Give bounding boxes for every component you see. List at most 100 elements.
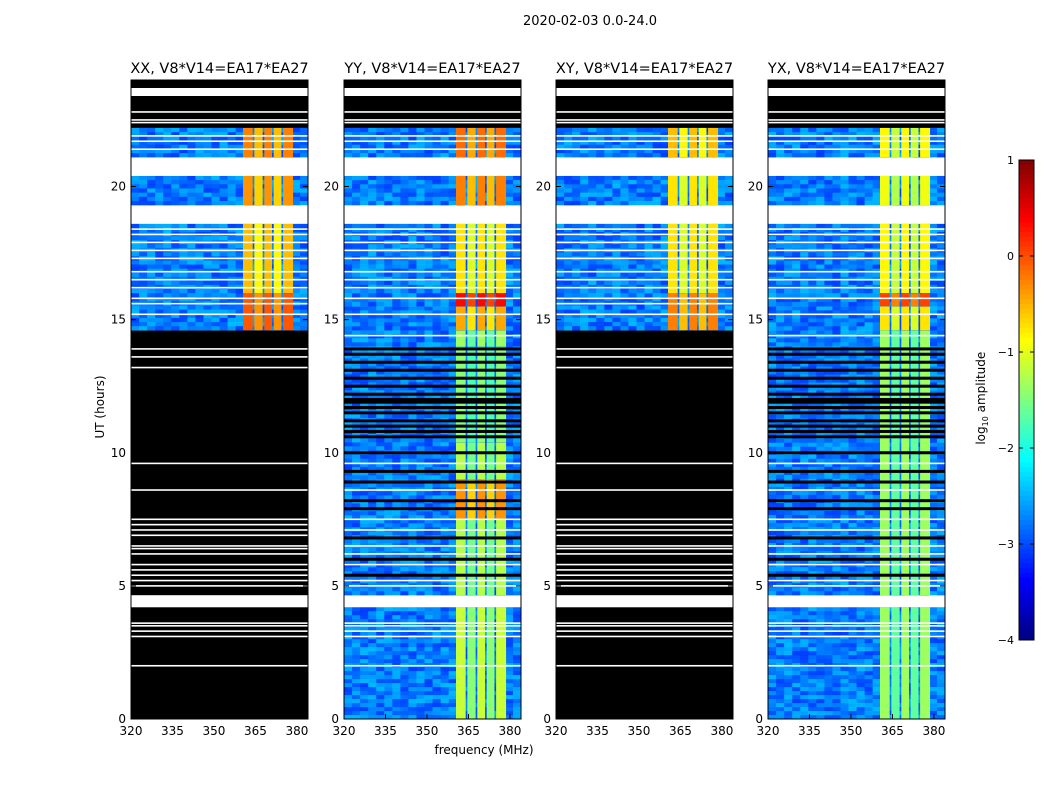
heatmap-cell: [564, 309, 573, 315]
heatmap-cell: [416, 227, 425, 233]
heatmap-cell: [376, 252, 385, 257]
heatmap-cell: [416, 140, 425, 145]
heatmap-cell: [644, 136, 653, 141]
heatmap-cell: [187, 313, 196, 319]
flag-line: [131, 518, 308, 521]
heatmap-cell: [139, 288, 148, 294]
heatmap-cell: [512, 611, 522, 616]
heatmap-cell: [424, 370, 433, 375]
heatmap-cell: [684, 309, 694, 315]
heatmap-cell: [291, 227, 301, 233]
heatmap-cell: [432, 350, 441, 355]
heatmap-cell: [588, 136, 597, 141]
heatmap-cell: [424, 635, 433, 640]
heatmap-cell: [440, 519, 449, 524]
heatmap-cell: [504, 132, 514, 137]
heatmap-cell: [155, 235, 164, 241]
heatmap-cell: [652, 140, 661, 145]
heatmap-cell: [344, 703, 353, 708]
heatmap-cell: [384, 454, 393, 459]
heatmap-cell: [408, 715, 417, 720]
heatmap-cell: [219, 127, 228, 133]
heatmap-cell: [408, 675, 417, 680]
heatmap-cell: [219, 180, 228, 185]
heatmap-cell: [628, 175, 637, 181]
heatmap-cell: [384, 326, 393, 331]
heatmap-cell: [716, 192, 726, 198]
heatmap-cell: [368, 394, 377, 399]
heatmap-cell: [360, 483, 369, 488]
heatmap-cell: [572, 326, 581, 331]
heatmap-cell: [416, 144, 425, 150]
heatmap-cell: [147, 144, 156, 150]
heatmap-cell: [636, 175, 645, 181]
heatmap-cell: [376, 607, 385, 612]
heatmap-cell: [416, 426, 425, 431]
channel-band: [467, 607, 476, 719]
heatmap-cell: [424, 607, 433, 612]
heatmap-cell: [259, 192, 269, 198]
heatmap-cell: [360, 390, 369, 395]
heatmap-cell: [504, 471, 514, 476]
heatmap-cell: [376, 358, 385, 363]
heatmap-cell: [512, 426, 522, 431]
heatmap-cell: [660, 293, 669, 298]
heatmap-cell: [195, 288, 204, 294]
heatmap-cell: [424, 180, 433, 185]
heatmap-cell: [400, 519, 409, 524]
channel-band: [708, 293, 719, 331]
heatmap-cell: [504, 571, 514, 576]
heatmap-cell: [163, 268, 172, 273]
heatmap-cell: [400, 386, 409, 391]
flagged-segment: [131, 205, 308, 224]
heatmap-cell: [376, 571, 385, 576]
heatmap-cell: [440, 338, 449, 343]
heatmap-cell: [400, 591, 409, 596]
heatmap-cell: [716, 175, 726, 181]
heatmap-cell: [572, 223, 581, 229]
heatmap-cell: [187, 223, 196, 229]
channel-band: [467, 175, 476, 206]
channel-band: [689, 175, 698, 206]
heatmap-cell: [448, 579, 457, 584]
heatmap-cell: [472, 683, 482, 688]
heatmap-cell: [400, 306, 409, 311]
heatmap-cell: [440, 683, 449, 688]
heatmap-cell: [724, 196, 734, 202]
heatmap-cell: [612, 153, 621, 158]
heatmap-cell: [131, 200, 140, 206]
heatmap-cell: [368, 446, 377, 451]
nodata-line: [344, 352, 521, 356]
heatmap-cell: [171, 297, 180, 302]
heatmap-cell: [408, 563, 417, 568]
heatmap-cell: [155, 326, 164, 331]
heatmap-cell: [179, 227, 188, 233]
heatmap-cell: [652, 297, 661, 302]
heatmap-cell: [512, 591, 522, 596]
heatmap-cell: [556, 148, 565, 154]
heatmap-cell: [299, 223, 309, 229]
heatmap-cell: [352, 703, 361, 708]
heatmap-cell: [416, 699, 425, 704]
heatmap-cell: [504, 366, 514, 371]
heatmap-cell: [384, 354, 393, 359]
heatmap-cell: [408, 314, 417, 319]
heatmap-cell: [628, 317, 637, 323]
heatmap-cell: [448, 362, 457, 367]
x-tick-label: 335: [374, 724, 397, 738]
heatmap-cell: [424, 394, 433, 399]
heatmap-cell: [368, 318, 377, 323]
heatmap-cell: [432, 192, 441, 198]
heatmap-cell: [448, 639, 457, 644]
heatmap-cell: [344, 192, 353, 198]
heatmap-cell: [512, 607, 522, 612]
heatmap-cell: [219, 326, 228, 331]
heatmap-cell: [564, 223, 573, 229]
heatmap-cell: [424, 715, 433, 720]
heatmap-cell: [424, 136, 433, 141]
heatmap-cell: [448, 587, 457, 592]
heatmap-cell: [432, 358, 441, 363]
heatmap-cell: [580, 260, 589, 265]
heatmap-cell: [291, 200, 301, 206]
heatmap-cell: [291, 268, 301, 273]
